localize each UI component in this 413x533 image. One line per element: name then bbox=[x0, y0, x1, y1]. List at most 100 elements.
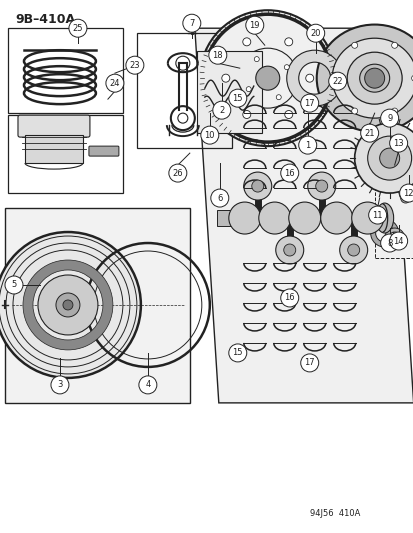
Text: 1: 1 bbox=[304, 141, 310, 150]
Circle shape bbox=[284, 38, 292, 46]
Circle shape bbox=[389, 134, 407, 152]
Circle shape bbox=[328, 72, 346, 90]
Circle shape bbox=[360, 124, 378, 142]
Circle shape bbox=[228, 202, 260, 234]
Circle shape bbox=[275, 95, 280, 100]
Circle shape bbox=[199, 10, 335, 146]
Text: 16: 16 bbox=[284, 294, 294, 302]
Circle shape bbox=[221, 74, 229, 82]
Circle shape bbox=[246, 87, 251, 92]
Circle shape bbox=[364, 68, 384, 88]
Text: 10: 10 bbox=[204, 131, 214, 140]
Circle shape bbox=[258, 202, 290, 234]
Circle shape bbox=[283, 244, 295, 256]
Circle shape bbox=[331, 75, 337, 81]
Circle shape bbox=[242, 110, 250, 118]
Text: 18: 18 bbox=[212, 51, 223, 60]
Circle shape bbox=[251, 180, 263, 192]
Bar bbox=[5, 208, 190, 403]
Circle shape bbox=[391, 108, 397, 114]
Circle shape bbox=[284, 110, 292, 118]
Bar bbox=[25, 135, 83, 163]
Text: 21: 21 bbox=[363, 128, 374, 138]
Circle shape bbox=[307, 172, 335, 200]
Bar bbox=[374, 148, 413, 258]
Circle shape bbox=[305, 74, 313, 82]
Text: 15: 15 bbox=[232, 94, 242, 103]
Circle shape bbox=[351, 202, 383, 234]
Text: 23: 23 bbox=[129, 61, 140, 70]
Circle shape bbox=[169, 164, 186, 182]
Circle shape bbox=[69, 19, 87, 37]
Circle shape bbox=[183, 14, 200, 32]
Circle shape bbox=[255, 66, 279, 90]
Text: 4: 4 bbox=[145, 381, 150, 390]
Ellipse shape bbox=[359, 64, 389, 92]
Circle shape bbox=[400, 193, 410, 203]
Circle shape bbox=[339, 236, 367, 264]
Bar bbox=[8, 28, 123, 113]
Circle shape bbox=[280, 289, 298, 307]
Text: 11: 11 bbox=[372, 211, 382, 220]
Ellipse shape bbox=[316, 25, 413, 132]
Circle shape bbox=[380, 234, 398, 252]
Polygon shape bbox=[195, 28, 413, 403]
FancyBboxPatch shape bbox=[18, 115, 90, 137]
Circle shape bbox=[288, 202, 320, 234]
Text: 6: 6 bbox=[216, 193, 222, 203]
Circle shape bbox=[391, 42, 397, 49]
Text: 5: 5 bbox=[11, 280, 17, 289]
Text: 2: 2 bbox=[218, 106, 224, 115]
Text: 14: 14 bbox=[392, 237, 403, 246]
Circle shape bbox=[5, 276, 23, 294]
Circle shape bbox=[212, 101, 230, 119]
Circle shape bbox=[51, 376, 69, 394]
Circle shape bbox=[280, 164, 298, 182]
Ellipse shape bbox=[375, 203, 393, 233]
Circle shape bbox=[300, 94, 318, 112]
Text: 16: 16 bbox=[284, 168, 294, 177]
Ellipse shape bbox=[331, 38, 413, 118]
Circle shape bbox=[242, 38, 250, 46]
Bar bbox=[8, 115, 123, 193]
Text: 24: 24 bbox=[109, 79, 120, 87]
Circle shape bbox=[347, 244, 359, 256]
Text: 17: 17 bbox=[304, 358, 314, 367]
Circle shape bbox=[0, 232, 140, 378]
Text: 12: 12 bbox=[402, 189, 413, 198]
Circle shape bbox=[411, 75, 413, 81]
Circle shape bbox=[389, 232, 407, 250]
Circle shape bbox=[200, 126, 218, 144]
Text: 25: 25 bbox=[73, 23, 83, 33]
Circle shape bbox=[320, 202, 352, 234]
Text: 13: 13 bbox=[392, 139, 403, 148]
Text: 17: 17 bbox=[304, 99, 314, 108]
Circle shape bbox=[379, 148, 399, 168]
Circle shape bbox=[306, 24, 324, 42]
Circle shape bbox=[228, 89, 246, 107]
Circle shape bbox=[138, 376, 157, 394]
Circle shape bbox=[284, 64, 289, 70]
Circle shape bbox=[126, 56, 144, 74]
Text: 7: 7 bbox=[189, 19, 194, 28]
Circle shape bbox=[210, 189, 228, 207]
Text: 94J56  410A: 94J56 410A bbox=[309, 509, 359, 518]
Text: 26: 26 bbox=[172, 168, 183, 177]
Circle shape bbox=[315, 180, 327, 192]
Text: 22: 22 bbox=[332, 77, 342, 86]
Circle shape bbox=[245, 16, 263, 34]
Circle shape bbox=[351, 42, 357, 49]
Circle shape bbox=[243, 172, 271, 200]
FancyBboxPatch shape bbox=[89, 146, 119, 156]
Circle shape bbox=[275, 236, 303, 264]
Circle shape bbox=[380, 109, 398, 127]
Text: 20: 20 bbox=[310, 29, 320, 38]
Circle shape bbox=[106, 74, 123, 92]
Bar bbox=[216, 210, 236, 226]
Circle shape bbox=[354, 123, 413, 193]
Bar bbox=[196, 51, 261, 133]
Bar bbox=[137, 33, 231, 148]
Circle shape bbox=[208, 46, 226, 64]
Circle shape bbox=[63, 300, 73, 310]
Circle shape bbox=[56, 293, 80, 317]
